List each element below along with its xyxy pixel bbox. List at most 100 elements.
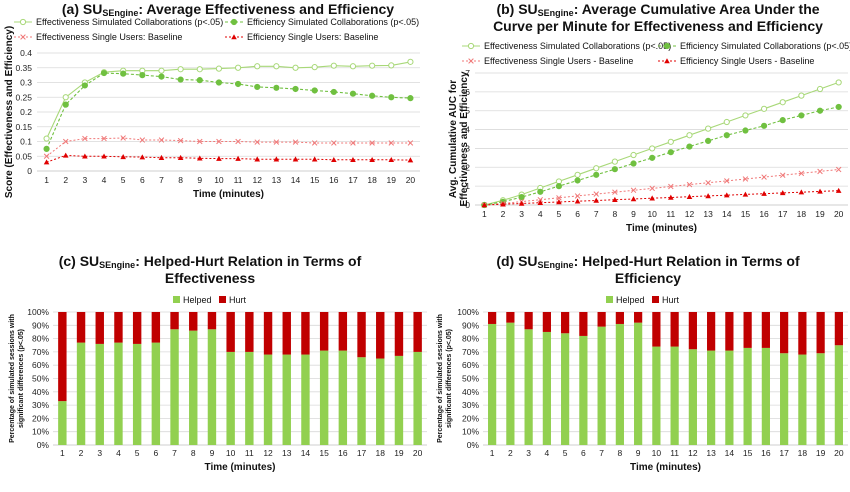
y-tick-label: 90% [462,320,479,330]
x-tick-label: 6 [140,175,145,185]
x-tick-label: 12 [688,448,698,458]
data-point [62,152,69,158]
data-point [388,156,395,163]
bar-hurt [114,312,123,343]
bar-hurt [301,312,310,355]
y-tick-label: 2 [465,162,470,172]
bar-helped [652,346,661,445]
x-tick-label: 14 [725,448,735,458]
x-tick-label: 11 [245,448,254,458]
x-tick-label: 5 [557,209,562,219]
x-tick-label: 17 [357,448,367,458]
data-point [593,197,600,203]
bar-helped [95,343,104,445]
data-point [705,137,712,144]
series-line-efficiency-single [46,154,411,163]
x-tick-label: 16 [329,175,339,185]
data-point [649,154,656,161]
chart-title-prefix: (c) SU [59,253,99,269]
legend-label: Helped [616,295,645,305]
data-point [234,80,242,88]
x-tick-label: 14 [301,448,311,458]
x-tick-label: 7 [159,175,164,185]
bar-hurt [688,312,697,350]
data-point [101,153,107,159]
bar-helped [76,342,86,445]
x-tick-label: 6 [575,209,580,219]
legend-label: Efficiency Single Users: Baseline [247,32,378,42]
bar-helped [579,335,588,445]
bar-hurt [226,312,235,352]
data-point [158,73,165,80]
data-point [593,171,600,178]
x-tick-label: 13 [703,209,713,219]
x-tick-label: 18 [798,448,808,458]
bar-helped [357,357,366,445]
data-point [254,156,261,162]
data-point [705,193,711,199]
y-tick-label: 100% [457,307,479,317]
chart-title: (b) SUSEngine: Average Cumulative Area U… [496,1,819,18]
data-point [43,153,50,160]
data-point [330,88,337,96]
data-point [120,135,126,141]
chart-title-subscript: SEngine [102,8,138,18]
bar-helped [488,323,497,445]
data-point [816,85,824,93]
x-tick-label: 17 [778,209,788,219]
x-tick-label: 1 [490,448,495,458]
bar-helped [114,342,123,445]
data-point [835,187,842,193]
x-tick-label: 20 [406,175,416,185]
bar-hurt [76,312,86,343]
data-point [816,107,824,114]
y-axis-label-line1: Percentage of simulated sessions with [9,314,16,443]
x-axis-label: Time (minutes) [626,223,697,234]
chart-title: (c) SUSEngine: Helped-Hurt Relation in T… [59,253,362,270]
chart-title-line2: Efficiency [615,270,681,286]
chart-title: (d) SUSEngine: Helped-Hurt Relation in T… [496,253,800,270]
data-point [667,149,674,156]
legend-marker [468,58,474,64]
bar-hurt [615,312,624,324]
bar-helped [245,351,254,445]
bar-helped [834,345,843,445]
data-point [686,132,693,139]
chart-title-prefix: (a) SU [62,1,102,17]
bar-helped [707,350,716,445]
bar-helped [394,355,404,445]
x-tick-label: 18 [376,448,386,458]
data-point [723,192,730,198]
series-line-efficiency-single [484,190,839,206]
bar-hurt [524,312,533,330]
bar-hurt [725,312,734,351]
legend-marker [467,42,475,50]
legend-marker [19,18,27,26]
y-tick-label: 80% [32,334,49,344]
legend-label: Efficiency Simulated Collaborations (p<.… [247,17,419,27]
data-point [292,139,299,145]
data-point [43,159,50,165]
data-point [177,76,184,83]
data-point [215,79,223,86]
data-point [779,172,786,178]
bar-helped [761,347,770,445]
data-point [574,198,581,204]
data-point [350,156,356,163]
data-point [62,101,69,108]
bar-hurt [707,312,716,351]
bar-helped [524,329,533,445]
data-point [742,127,749,134]
data-point [723,118,730,126]
data-point [273,84,280,91]
chart-a: (a) SUSEngine: Average Effectiveness and… [4,1,420,200]
data-point [630,160,637,167]
y-tick-label: 70% [32,347,49,357]
y-axis-label: Avg. Cumulative AUC forEffectiveness and… [448,71,470,206]
bar-helped [151,342,161,445]
data-point [158,67,165,74]
data-point [500,201,506,207]
data-point [349,63,357,70]
data-point [555,183,563,190]
x-tick-label: 19 [387,175,397,185]
